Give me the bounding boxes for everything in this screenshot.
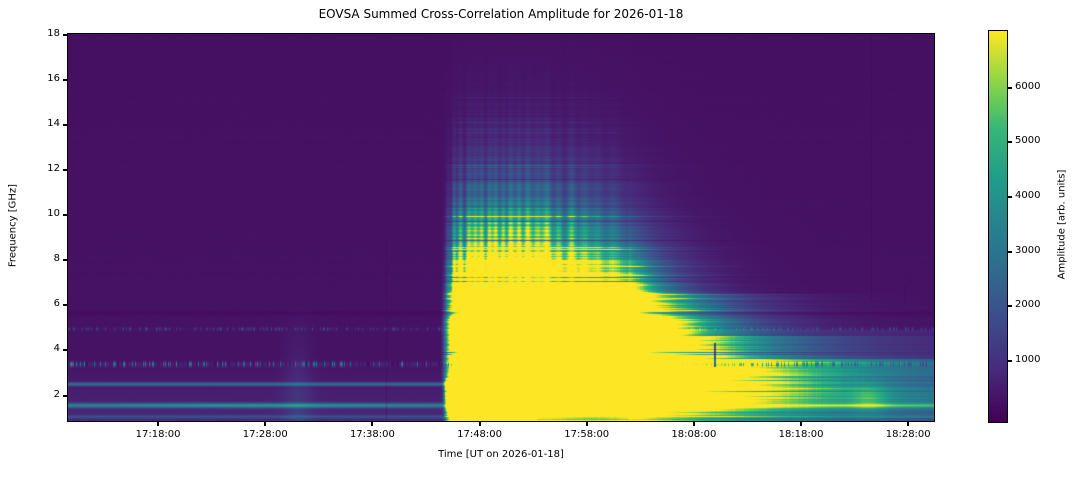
colorbar-gradient — [989, 31, 1007, 422]
x-tick-mark — [264, 422, 267, 426]
x-tick-mark — [800, 422, 803, 426]
x-tick-mark — [585, 422, 588, 426]
x-axis-label: Time [UT on 2026-01-18] — [438, 449, 564, 460]
x-tick-label: 17:58:00 — [564, 429, 610, 440]
colorbar-tick-mark — [1008, 359, 1012, 362]
y-tick-label: 10 — [47, 208, 60, 220]
y-tick-mark — [63, 259, 67, 262]
y-tick-mark — [63, 394, 67, 397]
colorbar-tick-label: 5000 — [1015, 135, 1041, 147]
chart-title: EOVSA Summed Cross-Correlation Amplitude… — [318, 7, 684, 21]
x-tick-mark — [692, 422, 695, 426]
colorbar-tick-mark — [1008, 86, 1012, 89]
x-tick-label: 17:38:00 — [349, 429, 395, 440]
colorbar-tick-label: 4000 — [1015, 190, 1041, 202]
y-axis-label: Frequency [GHz] — [7, 183, 19, 268]
x-tick-mark — [478, 422, 481, 426]
colorbar — [988, 30, 1008, 423]
y-tick-label: 2 — [53, 388, 60, 400]
colorbar-tick-mark — [1008, 250, 1012, 253]
colorbar-tick-label: 6000 — [1015, 80, 1041, 92]
x-tick-label: 17:28:00 — [242, 429, 288, 440]
x-tick-label: 17:18:00 — [135, 429, 181, 440]
colorbar-tick-label: 2000 — [1015, 299, 1041, 311]
colorbar-tick-label: 3000 — [1015, 244, 1041, 256]
x-tick-label: 18:28:00 — [885, 429, 931, 440]
colorbar-tick-mark — [1008, 305, 1012, 308]
x-tick-label: 18:18:00 — [778, 429, 824, 440]
y-tick-label: 16 — [47, 72, 60, 84]
y-tick-label: 18 — [47, 27, 60, 39]
y-tick-mark — [63, 78, 67, 81]
x-tick-label: 18:08:00 — [671, 429, 717, 440]
y-tick-mark — [63, 33, 67, 36]
y-tick-mark — [63, 214, 67, 217]
y-tick-label: 6 — [53, 298, 60, 310]
spectrogram-heatmap — [68, 34, 934, 421]
y-tick-mark — [63, 349, 67, 352]
colorbar-tick-mark — [1008, 141, 1012, 144]
y-tick-label: 8 — [53, 253, 60, 265]
y-tick-mark — [63, 304, 67, 307]
y-tick-mark — [63, 123, 67, 126]
y-tick-label: 4 — [53, 343, 60, 355]
x-tick-mark — [907, 422, 910, 426]
spectrogram-axes — [67, 33, 935, 422]
y-tick-label: 12 — [47, 162, 60, 174]
colorbar-tick-label: 1000 — [1015, 353, 1041, 365]
colorbar-tick-mark — [1008, 196, 1012, 199]
x-tick-label: 17:48:00 — [457, 429, 503, 440]
y-tick-label: 14 — [47, 117, 60, 129]
x-tick-mark — [371, 422, 374, 426]
y-tick-mark — [63, 168, 67, 171]
x-tick-mark — [157, 422, 160, 426]
